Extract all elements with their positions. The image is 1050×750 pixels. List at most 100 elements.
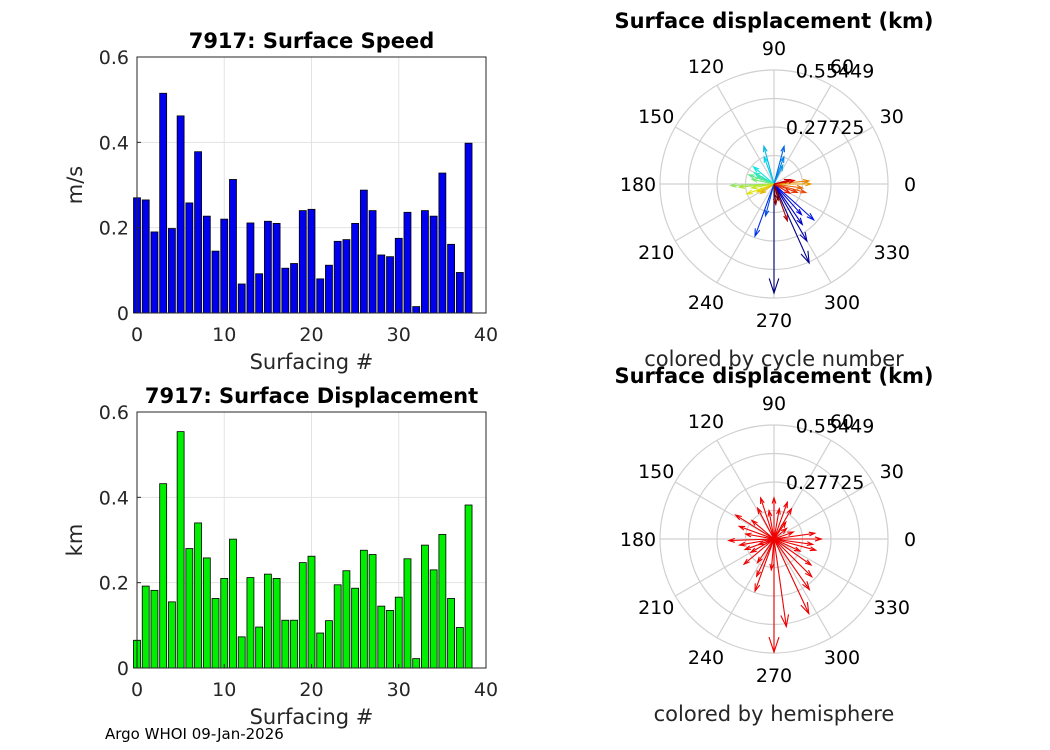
arrow-head: [750, 178, 758, 183]
chart-title: 7917: Surface Displacement: [145, 384, 478, 408]
displacement-arrow: [773, 508, 780, 540]
arrow-head: [780, 144, 786, 153]
bar: [377, 254, 386, 314]
y-tick-label: 0.2: [99, 573, 129, 595]
bar: [403, 558, 412, 669]
arrow-head: [755, 187, 764, 193]
arrow-head: [776, 506, 781, 515]
polar-spoke: [716, 84, 775, 185]
bar: [237, 636, 246, 669]
angle-label: 180: [620, 174, 656, 196]
bar: [429, 569, 438, 669]
arrow-head: [762, 144, 768, 153]
bar: [377, 605, 386, 669]
displacement-arrow: [773, 538, 813, 578]
bar: [298, 562, 307, 669]
angle-label: 240: [688, 647, 724, 669]
bar: [298, 210, 307, 314]
bar: [272, 578, 281, 669]
arrow-head: [747, 174, 755, 180]
displacement-arrow: [773, 538, 816, 551]
bar: [263, 220, 272, 314]
displacement-arrow: [768, 510, 775, 540]
bar: [386, 610, 394, 669]
bar: [141, 585, 150, 669]
radius-tick-label: 0.27725: [786, 472, 865, 494]
bar: [412, 658, 421, 669]
angle-label: 330: [874, 242, 910, 264]
bar: [421, 210, 429, 314]
y-axis-label: m/s: [63, 166, 87, 204]
arrow-head: [774, 193, 780, 202]
y-tick-label: 0.4: [99, 487, 129, 509]
angle-label: 30: [880, 106, 904, 128]
displacement-arrow: [735, 514, 775, 540]
arrow-head: [768, 278, 780, 295]
angle-label: 150: [638, 461, 674, 483]
displacement-arrow: [728, 538, 775, 542]
arrow-head: [756, 540, 765, 546]
arrow-head: [796, 208, 803, 216]
displacement-arrow: [773, 538, 812, 566]
bar: [220, 218, 229, 314]
displacement-arrow: [773, 179, 791, 185]
arrow-head: [805, 181, 813, 187]
bar: [255, 626, 264, 669]
bar: [394, 596, 403, 669]
bar: [150, 589, 159, 669]
arrow-head: [743, 532, 752, 538]
displacement-arrow: [773, 538, 810, 590]
bar: [176, 431, 185, 669]
displacement-arrow: [773, 165, 784, 185]
angle-label: 120: [688, 56, 724, 78]
arrow-head: [750, 519, 758, 526]
bar: [141, 199, 150, 314]
displacement-arrow: [748, 174, 775, 185]
arrow-head: [780, 614, 790, 629]
bar: [351, 222, 360, 314]
footer-credit: Argo WHOI 09-Jan-2026: [105, 725, 284, 743]
y-tick-label: 0: [117, 303, 129, 325]
bar: [325, 264, 333, 314]
arrow-head: [729, 182, 737, 188]
bar: [211, 598, 220, 669]
bar: [229, 538, 237, 669]
bar: [403, 211, 412, 314]
arrow-head: [800, 250, 810, 265]
arrow-head: [794, 546, 802, 552]
displacement-arrow: [773, 521, 787, 540]
displacement-arrow: [760, 497, 775, 540]
displacement-arrow: [743, 538, 775, 565]
y-tick-label: 0.2: [99, 218, 129, 240]
bar: [333, 240, 342, 314]
displacement-arrow: [773, 538, 787, 627]
bar: [438, 534, 447, 669]
polar-spoke: [716, 538, 775, 639]
bar: [386, 256, 394, 314]
arrow-head: [737, 541, 746, 547]
displacement-arrow: [773, 538, 801, 552]
displacement-arrow: [773, 146, 785, 185]
bar: [412, 306, 421, 314]
arrow-head: [799, 231, 808, 243]
bar: [307, 208, 316, 314]
bar: [185, 202, 194, 314]
bar: [429, 215, 438, 314]
bar: [316, 632, 325, 669]
angle-label: 0: [904, 529, 916, 551]
arrow-head: [769, 563, 775, 572]
polar-spoke: [674, 481, 775, 540]
displacement-arrow: [773, 183, 808, 242]
displacement-arrow: [754, 183, 775, 237]
displacement-arrow: [773, 183, 791, 194]
y-tick-label: 0.6: [99, 402, 129, 424]
arrow-head: [759, 188, 767, 195]
arrow-head: [783, 214, 788, 223]
arrow-head: [760, 496, 765, 504]
displacement-arrow: [773, 528, 787, 540]
bar: [447, 243, 455, 314]
bar: [220, 578, 229, 669]
displacement-arrow: [753, 166, 775, 185]
arrow-head: [743, 545, 752, 551]
